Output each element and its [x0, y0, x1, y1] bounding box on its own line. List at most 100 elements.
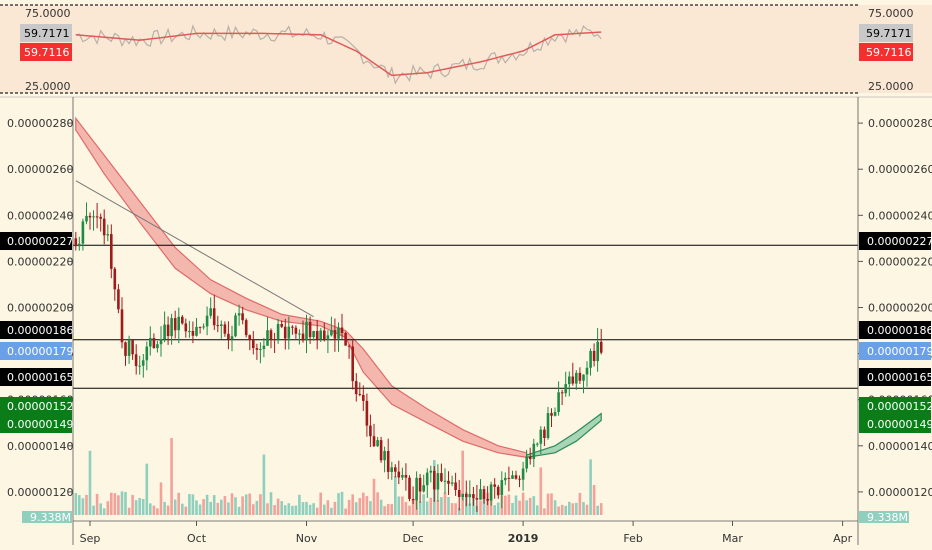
candle-body: [74, 238, 78, 247]
volume-bar: [159, 482, 163, 515]
candlestick: [184, 318, 188, 338]
volume-bar: [550, 493, 553, 515]
price-tag-right[interactable]: [859, 397, 931, 415]
candle-body: [454, 482, 457, 490]
price-tag-right[interactable]: [859, 415, 931, 433]
price-tag-left[interactable]: [0, 232, 72, 250]
candlestick: [191, 321, 195, 344]
candle-body: [248, 335, 251, 340]
candle-body: [568, 376, 571, 385]
price-tag-left[interactable]: [0, 321, 72, 339]
price-tag-left[interactable]: [0, 368, 72, 386]
volume-bar: [418, 501, 422, 515]
candlestick: [159, 326, 163, 357]
candle-body: [543, 429, 546, 438]
volume-bar: [514, 495, 518, 515]
candlestick: [241, 306, 244, 325]
volume-bar: [553, 500, 557, 515]
trend-line[interactable]: [75, 180, 314, 318]
candle-body: [496, 486, 500, 496]
candlestick: [504, 472, 507, 486]
volume-bar: [365, 496, 369, 515]
oscillator-value-tag-right-text: 59.7171: [866, 27, 912, 40]
price-tag-right[interactable]: [859, 321, 931, 339]
volume-bar: [198, 504, 202, 515]
candlestick: [81, 218, 85, 251]
candle-body: [539, 429, 543, 444]
price-tag-right-text: 0.00000186: [867, 324, 932, 337]
volume-bar: [266, 503, 269, 515]
candlestick: [422, 474, 425, 493]
candle-body: [468, 494, 472, 498]
volume-bar: [394, 476, 397, 515]
price-tag-right-text: 0.00000179: [867, 345, 932, 358]
price-tag-right[interactable]: [859, 232, 931, 250]
candlestick: [280, 320, 283, 329]
candle-body: [152, 338, 156, 349]
volume-bar: [308, 504, 312, 515]
price-tag-right[interactable]: [859, 342, 931, 360]
volume-bar: [511, 503, 514, 515]
candlestick: [560, 389, 564, 405]
candle-body: [110, 234, 113, 269]
volume-bar: [429, 497, 433, 515]
candle-body: [340, 327, 344, 333]
price-tag-left[interactable]: [0, 397, 72, 415]
price-tag-left-text: 0.00000149: [7, 418, 73, 431]
volume-bar: [425, 501, 429, 515]
candle-body: [220, 324, 223, 326]
candlestick: [475, 484, 479, 512]
volume-bar: [156, 508, 159, 515]
candlestick: [592, 343, 596, 367]
time-tick-label: Oct: [187, 532, 207, 545]
candle-body: [461, 493, 464, 497]
candlestick: [539, 426, 543, 454]
candle-body: [113, 268, 117, 290]
volume-bar: [78, 495, 81, 515]
volume-bar: [539, 467, 543, 515]
price-tag-left[interactable]: [0, 415, 72, 433]
volume-bar: [507, 494, 511, 515]
candle-body: [511, 475, 514, 479]
volume-bar: [234, 497, 237, 515]
volume-bar: [543, 508, 546, 515]
volume-bar: [145, 463, 149, 515]
candlestick: [433, 466, 436, 502]
oscillator-raw-line: [75, 24, 602, 85]
candle-body: [99, 216, 102, 219]
candle-body: [472, 494, 475, 499]
candle-body: [102, 218, 106, 236]
candle-body: [575, 372, 578, 384]
volume-bar: [401, 496, 404, 515]
price-tag-right[interactable]: [859, 368, 931, 386]
volume-bar: [330, 507, 333, 515]
price-tag-left[interactable]: [0, 342, 72, 360]
candle-body: [273, 339, 276, 341]
candlestick: [397, 460, 401, 485]
volume-bar: [244, 494, 248, 515]
candlestick: [585, 361, 589, 387]
volume-bar: [383, 506, 386, 515]
candlestick: [354, 373, 358, 402]
candlestick: [351, 339, 354, 390]
candle-body: [170, 318, 173, 337]
candle-body: [95, 216, 99, 218]
candle-body: [159, 339, 163, 345]
candlestick: [425, 468, 429, 498]
candlestick: [365, 393, 369, 437]
candlestick: [347, 344, 351, 359]
volume-bar: [496, 502, 500, 515]
candle-body: [81, 221, 85, 244]
volume-bar: [276, 498, 280, 515]
candlestick: [202, 323, 205, 330]
candlestick: [305, 314, 308, 354]
volume-bar: [191, 494, 195, 515]
candlestick: [78, 236, 81, 251]
candlestick: [496, 484, 500, 499]
candlestick: [216, 315, 220, 333]
volume-bar: [472, 498, 475, 515]
volume-bar: [351, 494, 354, 515]
candle-body: [514, 475, 518, 479]
candle-body: [276, 324, 280, 340]
